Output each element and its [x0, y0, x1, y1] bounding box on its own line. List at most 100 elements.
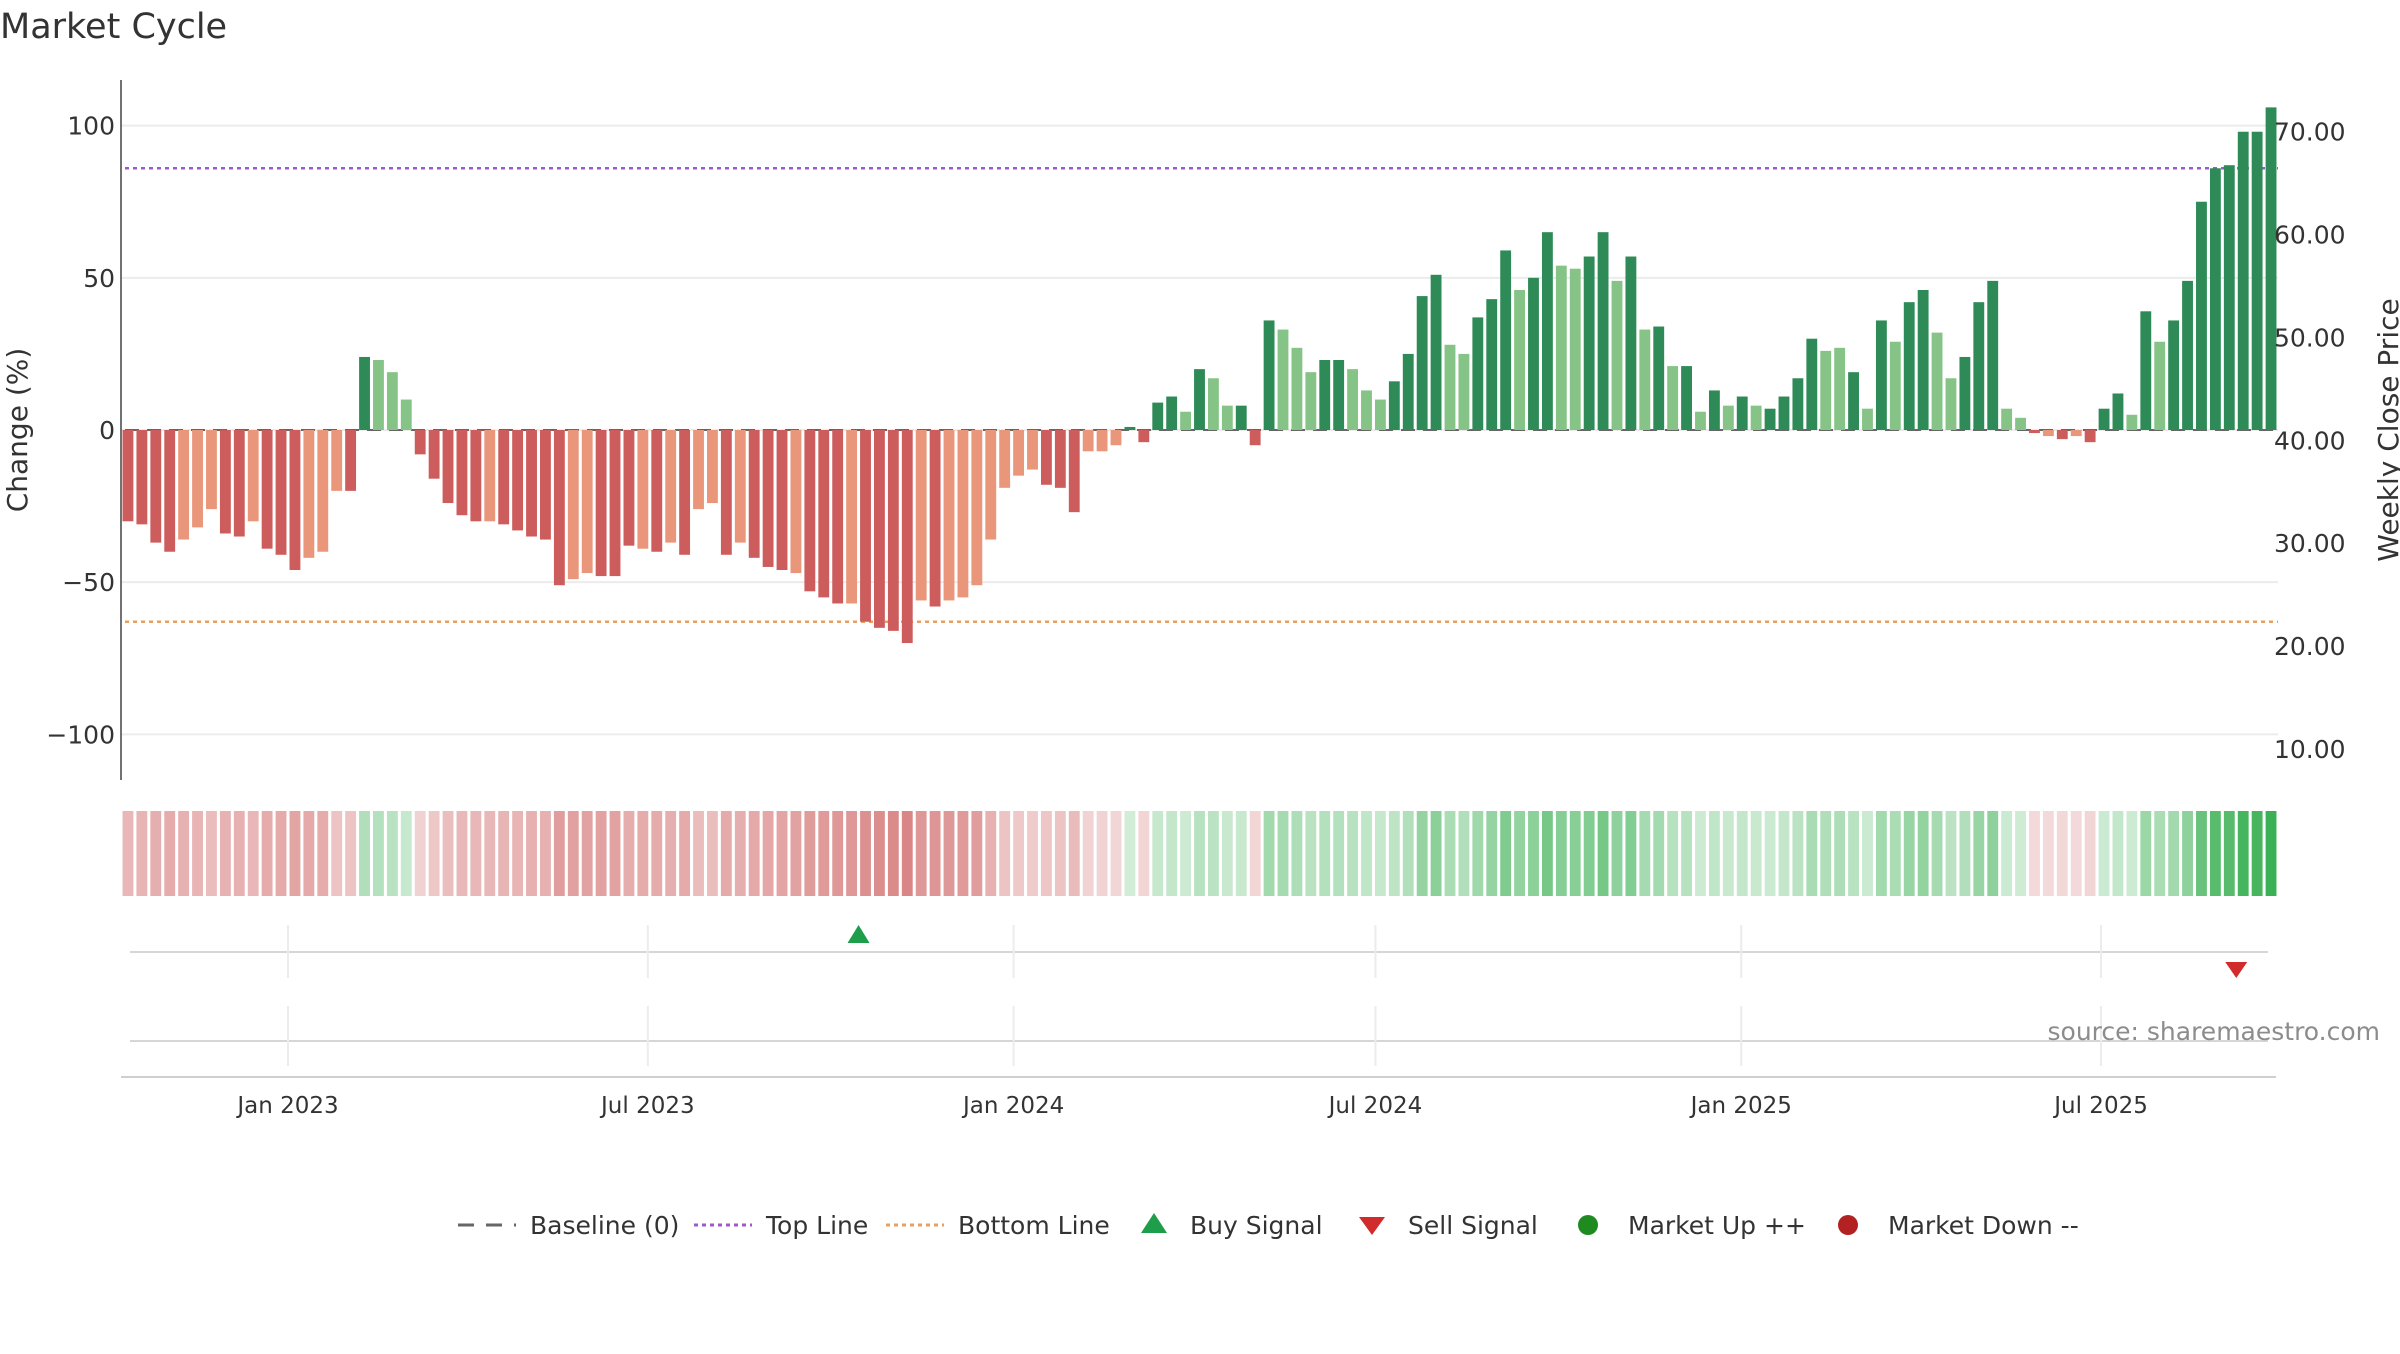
change-bar [1820, 350, 1832, 430]
heat-cell [178, 811, 190, 896]
heat-cell [637, 811, 649, 896]
heat-cell [1555, 811, 1567, 896]
change-bar [275, 430, 287, 555]
x-tick-label: Jul 2024 [1327, 1093, 1423, 1119]
change-bar [2098, 408, 2110, 430]
heat-cell [2126, 811, 2138, 896]
change-bar [2265, 107, 2277, 431]
change-bar [1138, 430, 1150, 443]
heat-cell [1778, 811, 1790, 896]
heat-cell [386, 811, 398, 896]
heat-cell [1875, 811, 1887, 896]
heat-cell [860, 811, 871, 896]
heat-cell [818, 811, 830, 896]
legend-label: Market Down -- [1888, 1211, 2079, 1240]
heat-cell [1249, 811, 1261, 896]
heat-cell [303, 811, 315, 896]
change-bar [623, 430, 635, 546]
change-bar [1430, 274, 1442, 430]
y2-tick-label: 70.00 [2274, 117, 2346, 146]
change-bar [1973, 302, 1985, 430]
x-tick-label: Jan 2023 [235, 1093, 338, 1119]
heat-cell [498, 811, 510, 896]
heat-cell [1027, 811, 1038, 896]
heat-cell [1639, 811, 1651, 896]
y-axis-label: Change (%) [1, 348, 34, 513]
change-bar [846, 430, 858, 604]
legend-label: Top Line [765, 1211, 868, 1240]
heat-cell [595, 811, 607, 896]
change-bar [762, 430, 774, 567]
buy-signal-marker [847, 925, 870, 943]
change-bar [2168, 320, 2180, 430]
change-bar [136, 430, 148, 525]
change-bar [929, 430, 941, 607]
change-bar [1792, 378, 1804, 430]
change-bar [526, 430, 537, 537]
heat-cell [512, 811, 524, 896]
change-bar [1708, 390, 1720, 430]
heat-cell [122, 811, 134, 896]
heat-cell [1750, 811, 1762, 896]
heat-cell [2042, 811, 2054, 896]
heat-cell [1514, 811, 1525, 896]
heat-cell [192, 811, 203, 896]
change-bar [2154, 341, 2166, 430]
legend-sell-icon [1359, 1217, 1385, 1235]
x-tick-label: Jan 2025 [1689, 1093, 1792, 1119]
change-bar [1221, 405, 1233, 430]
heat-cell [553, 811, 565, 896]
change-bar [150, 430, 162, 543]
heat-cell [887, 811, 899, 896]
y-tick-label: −100 [46, 720, 115, 749]
legend-label: Sell Signal [1408, 1211, 1538, 1240]
heat-cell [567, 811, 579, 896]
change-bar [567, 430, 579, 580]
change-bar [206, 430, 217, 510]
heat-cell [1361, 811, 1372, 896]
change-bar [2237, 131, 2249, 430]
heat-cell [233, 811, 245, 896]
change-bar [484, 430, 496, 522]
heat-cell [1040, 811, 1052, 896]
change-bar [303, 430, 315, 558]
heat-cell [720, 811, 732, 896]
change-bar [901, 430, 913, 644]
legend-circle-icon [1578, 1215, 1598, 1235]
heat-cell [373, 811, 384, 896]
change-bar [1500, 250, 1512, 430]
heat-cell [1082, 811, 1094, 896]
legend-label: Market Up ++ [1628, 1211, 1806, 1240]
change-bar [2056, 430, 2068, 440]
y2-tick-label: 50.00 [2274, 323, 2346, 352]
heat-cell [1764, 811, 1776, 896]
heat-cell [331, 811, 343, 896]
heat-cell [1708, 811, 1720, 896]
heat-cell [456, 811, 468, 896]
heat-cell [804, 811, 816, 896]
heat-cell [1374, 811, 1386, 896]
heat-cell [1987, 811, 1999, 896]
y-tick-label: −50 [62, 568, 115, 597]
change-bar [122, 430, 134, 522]
heat-cell [2029, 811, 2040, 896]
change-bar [1736, 396, 1748, 430]
y-tick-label: 0 [99, 416, 115, 445]
change-bar [1681, 366, 1692, 430]
change-bar [1361, 390, 1372, 430]
heat-cell [790, 811, 802, 896]
change-bar [1124, 426, 1136, 430]
change-bar [1653, 326, 1665, 430]
change-bar [373, 360, 384, 430]
change-bar [400, 399, 412, 430]
change-bar [2182, 280, 2193, 430]
heat-cell [1736, 811, 1748, 896]
heat-cell [1347, 811, 1359, 896]
change-bar [720, 430, 732, 555]
change-bar [1444, 344, 1456, 430]
change-bar [1987, 280, 1999, 430]
change-bar [2140, 311, 2152, 430]
heat-cell [1903, 811, 1915, 896]
legend-buy-icon [1141, 1213, 1167, 1233]
change-bar [1862, 408, 1873, 430]
